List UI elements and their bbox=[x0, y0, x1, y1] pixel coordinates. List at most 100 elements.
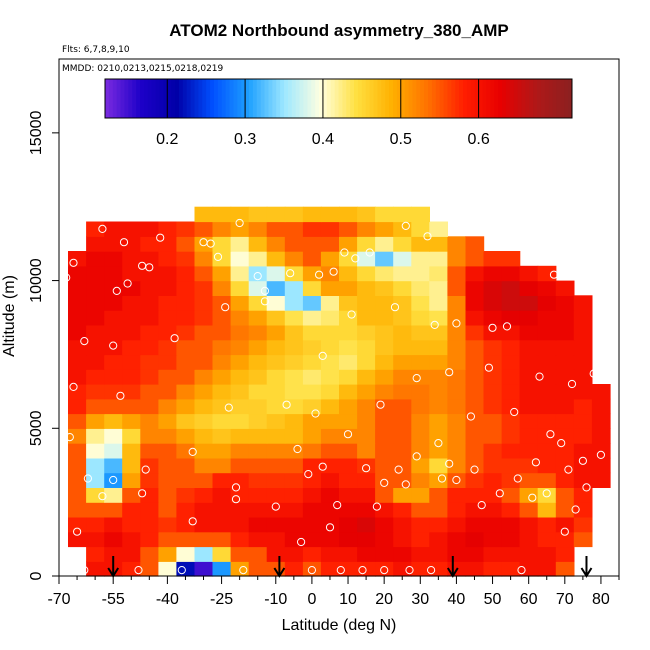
heat-cell bbox=[411, 457, 430, 474]
heat-cell bbox=[483, 472, 503, 488]
heat-cell bbox=[212, 516, 232, 533]
heat-cell bbox=[555, 324, 575, 341]
heat-cell bbox=[104, 310, 123, 326]
sample-point bbox=[351, 254, 360, 263]
heat-cell bbox=[375, 472, 394, 488]
colorbar-swatch bbox=[354, 79, 359, 118]
colorbar-swatch bbox=[412, 79, 417, 118]
colorbar-swatch bbox=[198, 79, 203, 118]
heat-cell bbox=[284, 206, 304, 223]
heat-cell bbox=[357, 295, 376, 311]
heat-cell bbox=[411, 354, 430, 370]
heat-cell bbox=[266, 295, 286, 311]
heat-cell bbox=[194, 561, 214, 577]
heat-cell bbox=[302, 280, 322, 296]
heat-cell bbox=[284, 310, 304, 326]
heat-cell bbox=[194, 546, 214, 562]
heat-cell bbox=[555, 413, 575, 429]
sample-point bbox=[239, 566, 248, 575]
heat-cell bbox=[122, 310, 141, 326]
colorbar-swatch bbox=[105, 79, 110, 118]
heat-cell bbox=[519, 443, 539, 459]
heat-cell bbox=[573, 310, 593, 326]
heat-cell bbox=[158, 472, 178, 488]
heat-cell bbox=[429, 516, 448, 533]
heat-cell bbox=[465, 398, 485, 415]
heat-cell bbox=[357, 354, 376, 370]
heat-cell bbox=[483, 531, 503, 548]
sample-point bbox=[445, 459, 454, 468]
colorbar-swatch bbox=[435, 79, 441, 118]
heat-cell bbox=[158, 339, 178, 356]
heat-cell bbox=[465, 516, 485, 533]
colorbar-swatch bbox=[544, 79, 550, 118]
heat-cell bbox=[357, 221, 376, 237]
heat-cell bbox=[483, 546, 503, 562]
heat-cell bbox=[140, 384, 159, 400]
heat-cell bbox=[230, 236, 250, 252]
heat-cell bbox=[284, 413, 304, 429]
down-arrow bbox=[580, 556, 593, 578]
colorbar-swatch bbox=[385, 79, 390, 118]
heat-cell bbox=[537, 561, 557, 577]
colorbar-swatch bbox=[171, 79, 176, 118]
heat-cell bbox=[212, 339, 232, 356]
colorbar-swatch bbox=[513, 79, 519, 118]
heat-cell bbox=[465, 428, 485, 444]
heat-cell bbox=[194, 472, 214, 488]
heat-cell bbox=[483, 502, 503, 518]
heat-cell bbox=[411, 221, 430, 237]
heat-cell bbox=[302, 561, 322, 577]
heat-cell bbox=[465, 280, 485, 296]
heat-cell bbox=[176, 251, 196, 267]
sample-point bbox=[412, 374, 421, 383]
x-tick-label: -55 bbox=[102, 591, 125, 608]
sample-point bbox=[401, 221, 410, 230]
heat-cell bbox=[248, 310, 268, 326]
heat-cell bbox=[194, 339, 214, 356]
heat-cell bbox=[266, 324, 286, 341]
colorbar-swatch bbox=[264, 79, 269, 118]
heat-cell bbox=[302, 295, 322, 311]
heat-cell bbox=[248, 428, 268, 444]
heat-cell bbox=[68, 443, 87, 459]
heat-cell bbox=[86, 265, 105, 282]
heat-cell bbox=[212, 310, 232, 326]
heat-cell bbox=[320, 206, 340, 223]
heat-cell bbox=[555, 516, 575, 533]
heat-cell bbox=[86, 339, 105, 356]
heat-cell bbox=[212, 221, 232, 237]
x-tick-label: -10 bbox=[264, 591, 287, 608]
heat-cell bbox=[591, 428, 611, 444]
heat-cell bbox=[429, 369, 448, 385]
heat-cell bbox=[483, 324, 503, 341]
heat-cell bbox=[519, 354, 539, 370]
colorbar-swatch bbox=[237, 79, 242, 118]
heat-cell bbox=[429, 487, 448, 503]
x-tick-label: 10 bbox=[339, 591, 357, 608]
heat-cell bbox=[212, 413, 232, 429]
sample-point bbox=[213, 252, 223, 261]
heat-cell bbox=[393, 413, 412, 429]
heat-cell bbox=[320, 354, 340, 370]
heat-cell bbox=[68, 251, 87, 267]
heat-cell bbox=[122, 369, 141, 385]
heat-cell bbox=[158, 251, 178, 267]
heat-cell bbox=[302, 531, 322, 548]
heat-cell bbox=[176, 310, 196, 326]
heat-cell bbox=[266, 398, 286, 415]
heat-cell bbox=[393, 457, 412, 474]
sample-point bbox=[112, 286, 121, 295]
heat-cell bbox=[573, 354, 593, 370]
heat-cell bbox=[501, 502, 521, 518]
colorbar-swatch bbox=[330, 79, 336, 118]
heat-cell bbox=[140, 324, 159, 341]
colorbar-swatch bbox=[108, 79, 114, 118]
heat-cell bbox=[248, 487, 268, 503]
heat-cell bbox=[86, 236, 105, 252]
heat-cell bbox=[339, 206, 358, 223]
heat-cell bbox=[320, 472, 340, 488]
heat-cell bbox=[194, 354, 214, 370]
heat-cell bbox=[122, 251, 141, 267]
heat-cell bbox=[230, 502, 250, 518]
